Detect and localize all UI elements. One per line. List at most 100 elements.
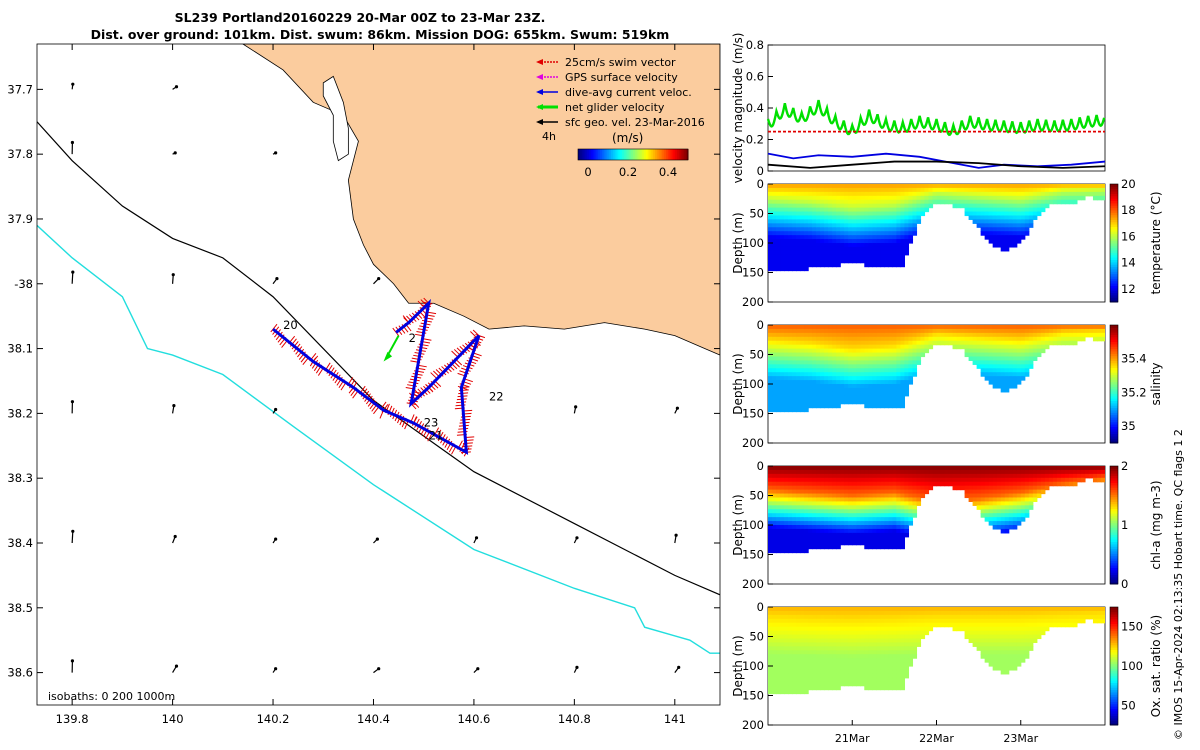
oxygen-cell-10-8 [808,638,813,643]
temperature-cell-34-12 [904,231,910,236]
chla-cell-71-1 [1052,469,1058,475]
salinity-cell-35-4 [908,340,914,346]
temperature-cell-53-7 [980,211,986,217]
temperature-cell-34-17 [904,250,910,256]
salinity-cell-28-19 [880,399,885,405]
temperature-cell-5-12 [788,231,793,236]
salinity-cell-66-2 [1032,332,1038,338]
salinity-cell-37-9 [916,360,922,365]
salinity-cell-30-1 [888,328,893,334]
oxygen-cell-11-3 [812,618,817,624]
temperature-cell-36-5 [912,203,918,209]
chla-cell-8-2 [800,473,805,479]
chla-cell-26-19 [872,540,877,546]
chla-cell-9-21 [804,548,809,554]
temperature-cell-61-14 [1012,239,1018,244]
temperature-cell-76-4 [1072,199,1078,205]
geo-vector-head-4 [274,151,278,155]
chla-cell-20-9 [848,501,853,506]
salinity-cell-1-17 [772,391,777,397]
salinity-cell-82-2 [1096,332,1102,338]
temperature-cell-82-2 [1096,191,1102,197]
temperature-cell-64-12 [1024,231,1030,236]
temperature-cell-17-1 [836,187,841,193]
chla-cell-5-0 [788,466,793,471]
temperature-cell-40-4 [928,199,934,205]
chla-cell-43-0 [940,466,946,471]
salinity-cell-73-2 [1060,332,1066,338]
salinity-cell-0-16 [768,387,773,393]
chla-cell-71-2 [1052,473,1058,479]
temperature-cell-36-4 [912,199,918,205]
oxygen-cell-12-3 [816,618,821,624]
salinity-cell-5-5 [788,344,793,350]
temperature-cell-15-8 [828,215,833,220]
chla-cell-63-7 [1020,493,1026,499]
temperature-cell-7-20 [796,262,801,268]
temperature-cell-19-1 [844,187,849,193]
chla-cell-81-3 [1092,477,1098,483]
oxygen-cell-18-4 [840,622,845,628]
salinity-cell-57-15 [996,384,1002,389]
temperature-cell-10-8 [808,215,813,220]
temperature-cell-1-9 [772,219,777,224]
salinity-cell-6-1 [792,328,797,334]
chla-cell-65-9 [1028,501,1034,506]
chla-cell-32-4 [896,481,901,487]
chla-cell-43-1 [940,469,946,475]
salinity-cell-14-2 [824,332,829,338]
temperature-cell-24-2 [864,191,869,197]
temperature-cell-11-5 [812,203,817,209]
chla-cell-37-5 [916,485,922,491]
salinity-cell-5-9 [788,360,793,365]
salinity-cell-0-8 [768,356,773,361]
chla-cell-22-3 [856,477,861,483]
salinity-cell-9-14 [804,380,809,385]
oxygen-cell-7-20 [796,685,801,691]
oxygen-cell-15-16 [828,669,833,675]
temperature-cell-8-21 [800,266,805,272]
swim-vectors [270,297,486,457]
chla-cell-18-19 [840,540,845,546]
salinity-cell-1-10 [772,364,777,369]
salinity-cell-19-2 [844,332,849,338]
temperature-cell-23-8 [860,215,865,220]
salinity-cell-21-17 [852,391,857,397]
oxygen-cell-14-3 [824,618,829,624]
oxygen-cell-16-18 [832,677,837,683]
geo-vector-head-9 [70,400,75,404]
salinity-cell-67-4 [1036,340,1042,346]
map-plot-area [37,44,720,674]
temperature-cell-0-19 [768,258,773,264]
velocity-series-0 [766,99,1106,137]
chla-cell-42-3 [936,477,942,483]
temperature-cell-13-20 [820,262,825,268]
oxygen-cell-5-2 [788,614,793,620]
temperature-cell-33-13 [900,235,906,240]
chla-cell-2-1 [776,469,781,475]
temperature-cell-26-17 [872,250,877,256]
chla-cell-38-5 [920,485,926,491]
temperature-cell-53-4 [980,199,986,205]
chla-cell-61-11 [1012,509,1018,514]
chla-cell-59-9 [1004,501,1010,506]
map-colorbar-seg-30 [633,149,636,160]
oxygen-cell-17-15 [836,666,841,671]
chla-cell-18-2 [840,473,845,479]
salinity-cell-19-12 [844,372,849,377]
salinity-cell-11-19 [812,399,817,405]
salinity-cell-6-12 [792,372,797,377]
salinity-cell-28-4 [880,340,885,346]
temperature-cell-14-13 [824,235,829,240]
chla-cell-64-9 [1024,501,1030,506]
salinity-cell-37-5 [916,344,922,350]
oxygen-cell-26-0 [872,607,877,612]
salinity-cell-56-14 [992,380,998,385]
chla-cell-76-4 [1072,481,1078,487]
temperature-cell-19-18 [844,254,849,260]
map-ytick-label-0: 37.7 [7,82,33,96]
map-ytick-label-9: 38.6 [7,666,33,680]
temperature-cell-51-3 [972,195,978,201]
chla-cell-21-12 [852,513,857,518]
temperature-cell-32-14 [896,239,901,244]
